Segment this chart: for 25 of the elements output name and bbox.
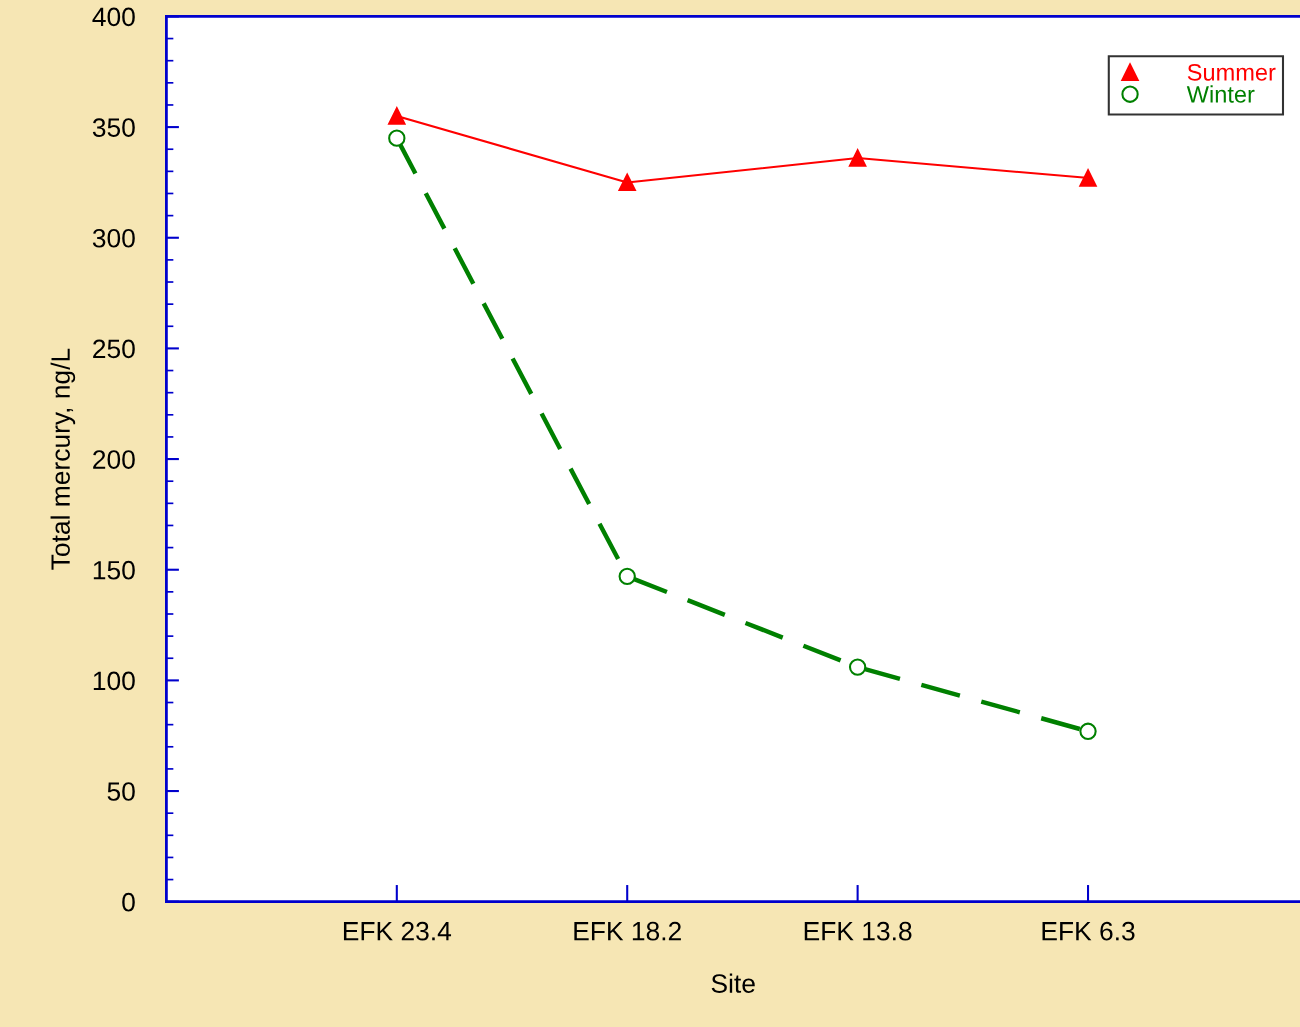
y-tick-label: 300 <box>92 228 135 248</box>
point <box>388 129 406 147</box>
y-tick-label: 250 <box>93 339 135 359</box>
point <box>848 149 867 167</box>
x-tick-label: EFK 6.3 <box>1042 921 1135 941</box>
legend-label: Winter <box>1186 85 1255 103</box>
y-tick-label: 400 <box>92 7 135 27</box>
y-tick-label: 150 <box>93 560 135 580</box>
x-tick-label: EFK 23.4 <box>343 921 452 941</box>
point <box>848 658 867 676</box>
y-tick-label: 200 <box>93 450 135 469</box>
point <box>618 567 636 586</box>
y-tick-label: 0 <box>122 892 135 912</box>
point <box>618 173 636 192</box>
x-tick-label: EFK 13.8 <box>804 921 912 941</box>
y-axis-title: Total mercury, ng/L <box>50 348 76 570</box>
x-axis-title: Site <box>711 973 755 993</box>
y-tick-label: 350 <box>92 118 135 137</box>
y-tick-label: 100 <box>93 671 135 691</box>
x-tick-label: EFK 18.2 <box>574 921 681 941</box>
legend-label: Summer <box>1187 63 1276 81</box>
y-tick-label: 50 <box>107 782 135 801</box>
point <box>1079 169 1097 187</box>
point <box>1079 722 1097 740</box>
point <box>388 107 406 125</box>
